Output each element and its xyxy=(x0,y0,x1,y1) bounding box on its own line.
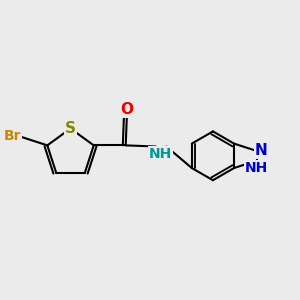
Text: NH: NH xyxy=(149,147,172,161)
Text: Br: Br xyxy=(4,129,22,143)
Text: S: S xyxy=(65,121,76,136)
Text: N: N xyxy=(255,143,268,158)
Text: O: O xyxy=(120,102,134,117)
Text: NH: NH xyxy=(244,161,268,175)
